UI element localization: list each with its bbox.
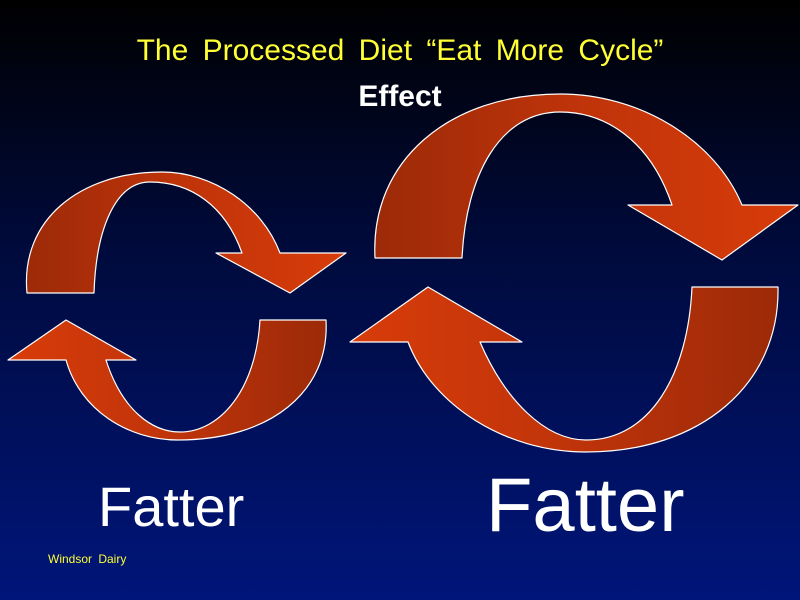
large-cycle-top-arrow <box>374 93 799 261</box>
small-cycle-bottom-arrow <box>7 319 327 441</box>
label-fatter-small: Fatter <box>98 475 245 538</box>
slide-subtitle: Effect <box>358 80 442 113</box>
footer-credit: Windsor Dairy <box>48 552 127 566</box>
slide-title: The Processed Diet “Eat More Cycle” <box>136 34 664 67</box>
small-cycle-top-arrow <box>25 171 347 294</box>
large-cycle-bottom-arrow <box>349 286 779 453</box>
label-fatter-large: Fatter <box>486 463 685 548</box>
